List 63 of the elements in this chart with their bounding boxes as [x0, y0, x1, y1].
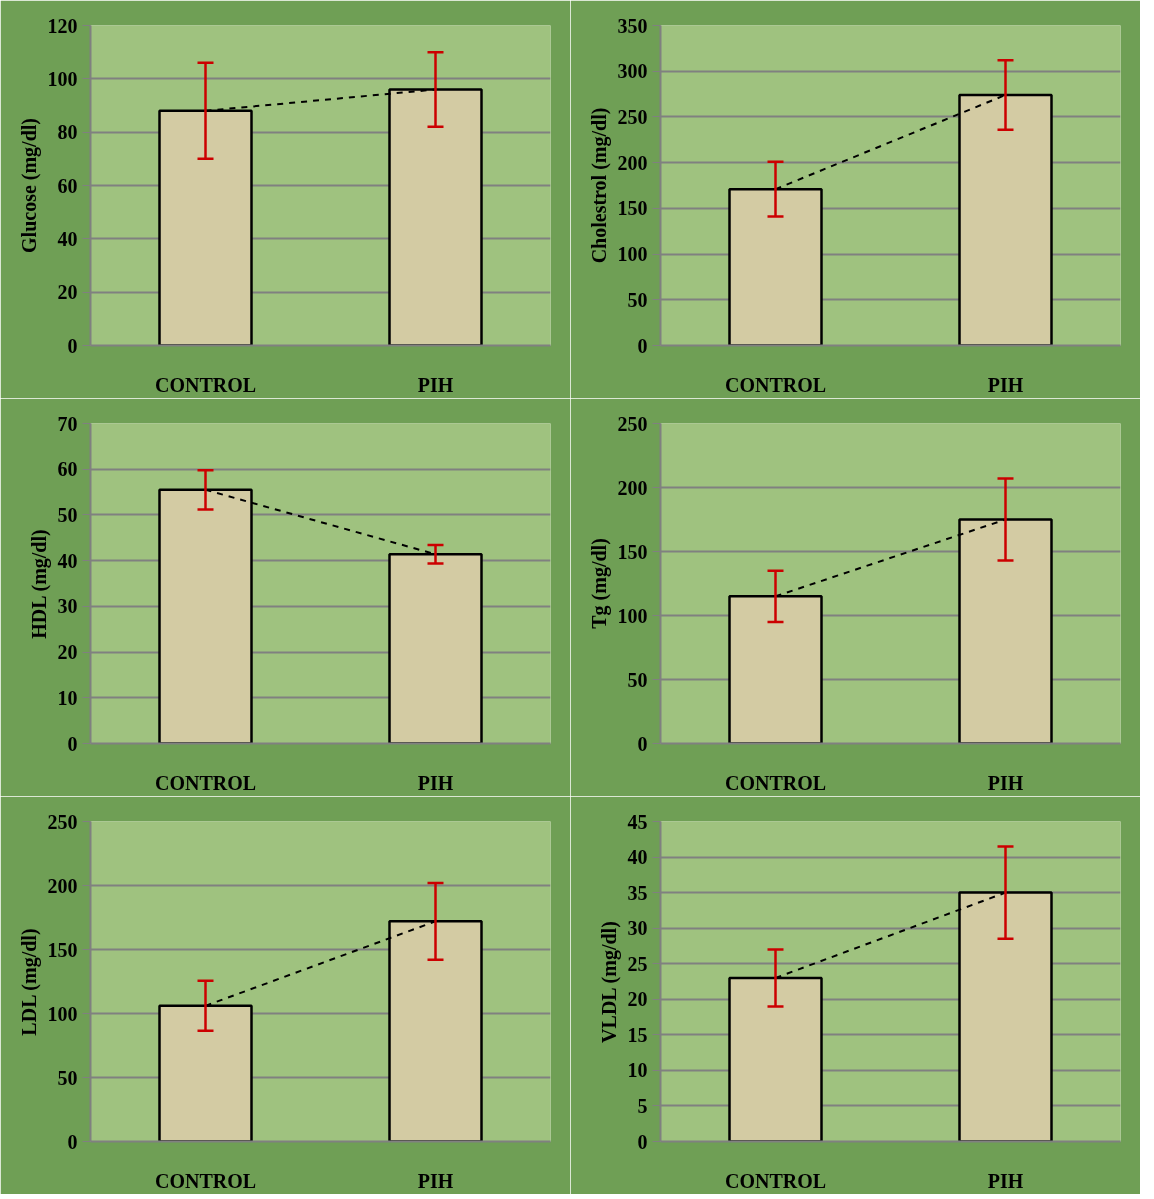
y-tick-label: 0	[637, 732, 648, 755]
y-tick-label: 0	[67, 732, 78, 755]
x-tick-label: CONTROL	[724, 1169, 827, 1192]
y-tick-label: 40	[627, 846, 648, 869]
y-tick-label: 0	[637, 1130, 648, 1153]
x-tick-label: PIH	[987, 771, 1024, 794]
y-axis-title: HDL (mg/dl)	[27, 529, 51, 639]
y-tick-label: 100	[617, 243, 648, 266]
y-tick-label: 60	[57, 458, 78, 481]
x-tick-label: CONTROL	[154, 373, 257, 396]
y-axis-title: Cholestrol (mg/dl)	[587, 107, 611, 264]
x-tick-label: PIH	[987, 1169, 1024, 1192]
y-tick-label: 0	[67, 334, 78, 357]
y-tick-label: 40	[57, 227, 78, 250]
y-axis-title: LDL (mg/dl)	[17, 928, 41, 1036]
y-tick-label: 15	[627, 1023, 648, 1046]
y-tick-label: 250	[617, 105, 648, 128]
y-tick-label: 0	[637, 334, 648, 357]
y-tick-label: 200	[47, 874, 78, 897]
y-tick-label: 100	[47, 67, 78, 90]
y-tick-label: 35	[627, 881, 648, 904]
y-axis-title: VLDL (mg/dl)	[597, 921, 621, 1043]
y-tick-label: 20	[627, 988, 648, 1011]
x-tick-label: CONTROL	[154, 1169, 257, 1192]
y-tick-label: 50	[627, 668, 648, 691]
y-tick-label: 50	[57, 503, 78, 526]
y-tick-label: 0	[67, 1130, 78, 1153]
y-tick-label: 120	[47, 14, 78, 37]
y-tick-label: 250	[617, 412, 648, 435]
y-tick-label: 150	[47, 938, 78, 961]
y-tick-label: 40	[57, 549, 78, 572]
x-tick-label: CONTROL	[154, 771, 257, 794]
y-tick-label: 300	[617, 60, 648, 83]
y-tick-label: 30	[57, 595, 78, 618]
y-tick-label: 70	[57, 412, 78, 435]
y-tick-label: 5	[637, 1094, 648, 1117]
y-tick-label: 350	[617, 14, 648, 37]
x-tick-label: PIH	[417, 1169, 454, 1192]
y-tick-label: 20	[57, 641, 78, 664]
y-tick-label: 20	[57, 281, 78, 304]
x-tick-label: PIH	[417, 373, 454, 396]
y-tick-label: 10	[57, 686, 78, 709]
y-axis-title: Glucose (mg/dl)	[17, 118, 41, 253]
y-tick-label: 50	[627, 288, 648, 311]
x-tick-label: CONTROL	[724, 771, 827, 794]
x-tick-label: CONTROL	[724, 373, 827, 396]
y-tick-label: 30	[627, 917, 648, 940]
y-tick-label: 250	[47, 810, 78, 833]
y-tick-label: 25	[627, 952, 648, 975]
y-tick-label: 200	[617, 476, 648, 499]
y-tick-label: 150	[617, 540, 648, 563]
y-tick-label: 100	[617, 604, 648, 627]
y-tick-label: 50	[57, 1066, 78, 1089]
y-tick-label: 45	[627, 810, 648, 833]
y-tick-label: 80	[57, 121, 78, 144]
y-tick-label: 150	[617, 197, 648, 220]
y-axis-title: Tg (mg/dl)	[587, 538, 611, 629]
y-tick-label: 60	[57, 174, 78, 197]
y-tick-label: 100	[47, 1002, 78, 1025]
y-tick-label: 200	[617, 151, 648, 174]
y-tick-label: 10	[627, 1059, 648, 1082]
x-tick-label: PIH	[987, 373, 1024, 396]
x-tick-label: PIH	[417, 771, 454, 794]
